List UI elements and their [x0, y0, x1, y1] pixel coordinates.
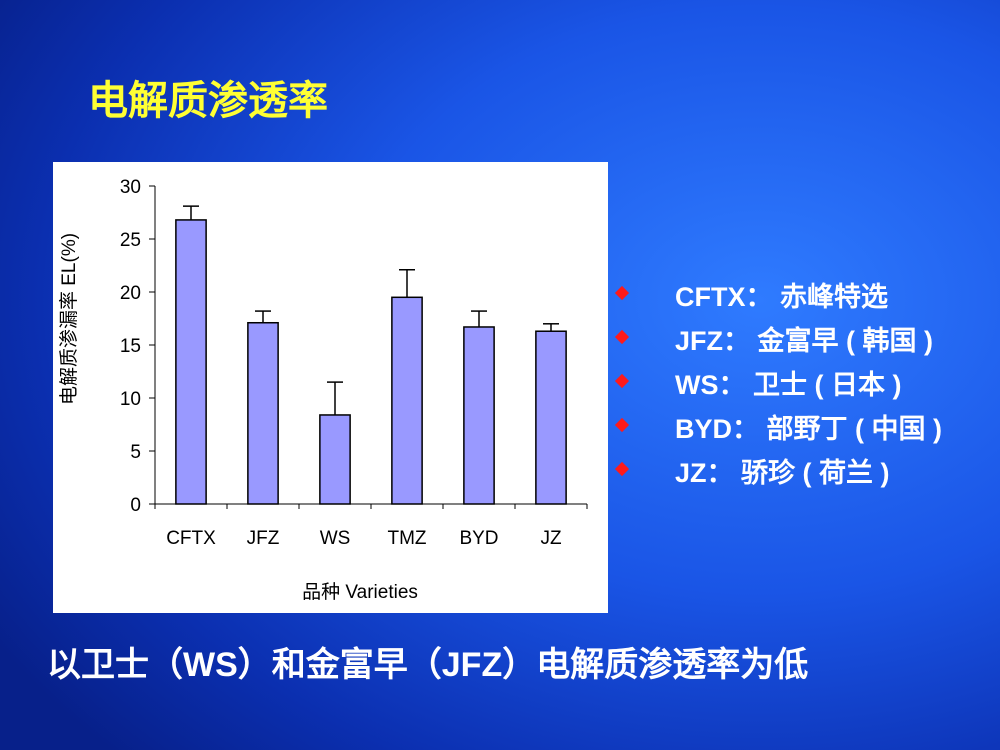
error-bar: [327, 381, 343, 415]
chart-background: [53, 162, 608, 613]
variety-text: WS： 卫士 ( 日本 ): [675, 370, 902, 400]
y-tick-label: 5: [130, 442, 141, 463]
bullet: [614, 461, 630, 477]
variety-item: JZ： 骄珍 ( 荷兰 ): [612, 454, 942, 498]
bullet: [614, 285, 630, 301]
x-tick-label: JZ: [540, 528, 562, 549]
variety-item: JFZ： 金富早 ( 韩国 ): [612, 322, 942, 366]
error-bar: [543, 323, 559, 332]
bar: [319, 414, 351, 505]
error-bar: [471, 310, 487, 327]
x-axis-label: 品种 Varieties: [302, 581, 418, 603]
variety-item: WS： 卫士 ( 日本 ): [612, 366, 942, 410]
y-tick-label: 15: [120, 336, 141, 357]
variety-list: CFTX： 赤峰特选 JFZ： 金富早 ( 韩国 ) WS： 卫士 ( 日本 ) BY…: [612, 278, 942, 498]
variety-item: BYD： 部野丁 ( 中国 ): [612, 410, 942, 454]
variety-text: JZ： 骄珍 ( 荷兰 ): [675, 458, 890, 488]
y-tick-label: 10: [120, 389, 141, 410]
error-bar: [399, 268, 415, 298]
slide-title: 电解质渗透率: [88, 79, 328, 123]
chart: 电解质渗漏率 EL(%) 品种 Varieties 0 5 10 15 20 25 30 CF…: [53, 162, 608, 613]
x-tick-label: BYD: [459, 528, 498, 549]
bar: [463, 326, 495, 505]
bar: [247, 321, 279, 505]
variety-text: CFTX： 赤峰特选: [675, 282, 888, 312]
y-tick-label: 25: [120, 230, 141, 251]
bullet: [614, 329, 630, 345]
y-tick-label: 30: [120, 177, 141, 198]
error-bar: [183, 205, 199, 220]
y-tick-label: 20: [120, 283, 141, 304]
error-bar: [255, 310, 271, 323]
x-tick-label: CFTX: [166, 528, 216, 549]
bar: [391, 296, 423, 505]
y-tick-label: 0: [130, 495, 141, 516]
variety-text: JFZ： 金富早 ( 韩国 ): [675, 326, 933, 356]
x-tick-label: TMZ: [387, 528, 426, 549]
x-tick-label: WS: [320, 528, 351, 549]
conclusion: 以卫士（WS）和金富早（JFZ）电解质渗透率为低: [47, 646, 809, 684]
bullet: [614, 373, 630, 389]
bar: [175, 219, 207, 505]
y-axis-label: 电解质渗漏率 EL(%): [58, 233, 80, 405]
bullet: [614, 417, 630, 433]
bar: [535, 330, 567, 505]
variety-item: CFTX： 赤峰特选: [612, 278, 942, 322]
x-tick-label: JFZ: [247, 528, 280, 549]
variety-text: BYD： 部野丁 ( 中国 ): [675, 414, 942, 444]
